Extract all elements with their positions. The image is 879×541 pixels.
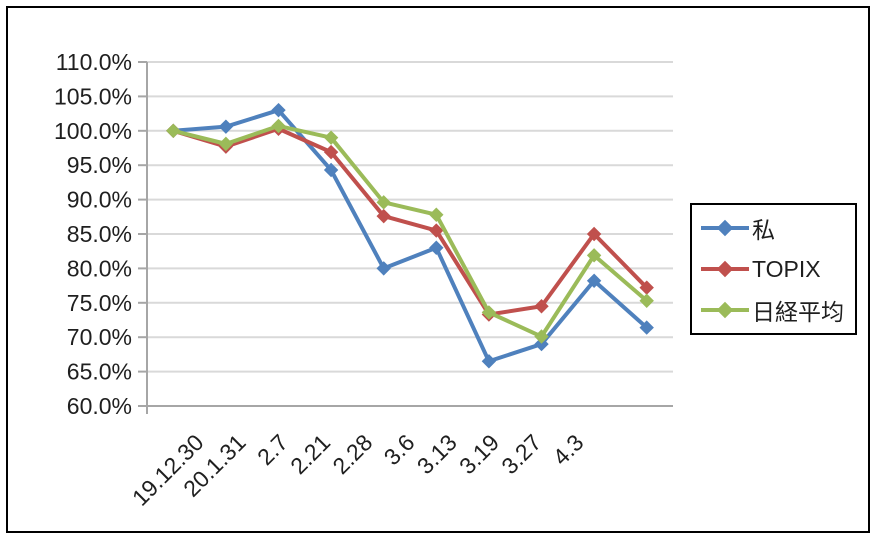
series-line-TOPIX (171, 126, 649, 317)
series-marker-私 (429, 240, 444, 255)
series-line-私 (171, 108, 649, 364)
legend: 私 TOPIX 日経平均 (690, 203, 857, 335)
series-marker-TOPIX (429, 223, 444, 238)
series-marker-日経平均 (534, 329, 549, 344)
y-axis-tick-label: 105.0% (54, 83, 132, 109)
series-marker-日経平均 (218, 136, 234, 152)
legend-item-topix: TOPIX (700, 249, 855, 290)
series-marker-日経平均 (271, 118, 286, 134)
y-axis-tick-label: 110.0% (56, 49, 132, 75)
y-axis-tick-label: 65.0% (67, 359, 132, 385)
y-axis-tick-label: 95.0% (67, 152, 132, 178)
x-axis-tick-label: 3.13 (412, 429, 462, 479)
series-marker-TOPIX (323, 144, 339, 160)
y-axis-tick-label: 75.0% (67, 290, 132, 316)
legend-swatch (701, 219, 749, 237)
series-marker-日経平均 (166, 123, 181, 139)
series-marker-私 (376, 261, 391, 276)
y-axis-tick-label: 70.0% (67, 324, 132, 350)
x-axis-tick-label: 4.3 (548, 429, 589, 470)
series-marker-TOPIX (534, 299, 549, 314)
series-marker-日経平均 (481, 305, 497, 320)
legend-label: TOPIX (752, 255, 821, 282)
series-marker-TOPIX (376, 208, 391, 224)
y-axis-tick-label: 60.0% (67, 393, 132, 419)
diamond-marker-icon (716, 260, 734, 278)
series-marker-私 (323, 162, 339, 178)
legend-label: 日経平均 (752, 299, 844, 325)
series-marker-私 (271, 102, 286, 118)
series-marker-日経平均 (376, 195, 391, 210)
y-axis-tick-label: 100.0% (54, 118, 132, 144)
series-marker-私 (586, 273, 602, 288)
series-marker-日経平均 (323, 130, 339, 145)
legend-swatch (701, 301, 749, 319)
series-marker-私 (481, 354, 497, 369)
series-marker-日経平均 (639, 293, 654, 308)
diamond-marker-icon (716, 219, 734, 237)
x-axis-tick-label: 2.7 (252, 429, 293, 470)
x-axis-tick-label: 3.27 (496, 429, 546, 479)
y-axis-tick-label: 85.0% (67, 221, 132, 247)
series-marker-私 (639, 320, 654, 335)
legend-swatch (701, 260, 749, 278)
x-axis-tick-label: 2.21 (285, 429, 335, 479)
x-axis-tick-label: 3.19 (454, 429, 504, 479)
y-axis-tick-label: 90.0% (67, 187, 132, 213)
legend-item-watashi: 私 (700, 208, 855, 249)
legend-label: 私 (752, 217, 775, 243)
diamond-marker-icon (716, 301, 734, 319)
series-marker-日経平均 (429, 207, 444, 222)
x-axis-tick-label: 3.6 (379, 429, 420, 470)
legend-item-nikkei: 日経平均 (700, 290, 855, 331)
series-marker-私 (218, 119, 234, 134)
series-marker-私 (534, 336, 549, 352)
y-axis-tick-label: 80.0% (67, 255, 132, 281)
series-line-日経平均 (171, 123, 649, 339)
series-marker-TOPIX (586, 226, 602, 242)
series-marker-日経平均 (586, 248, 602, 263)
x-axis-tick-label: 2.28 (327, 429, 377, 479)
